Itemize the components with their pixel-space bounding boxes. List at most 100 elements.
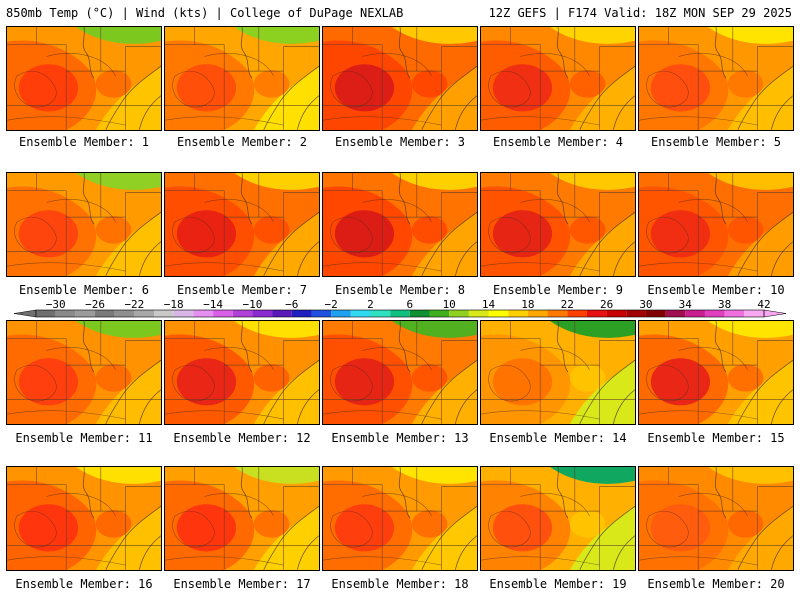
isotherm-line — [612, 535, 635, 570]
isotherm-line — [138, 241, 161, 276]
colorbar-bin — [36, 310, 56, 317]
field-hot-core — [492, 210, 553, 258]
contour-line — [646, 510, 689, 548]
colorbar-tick-label: 26 — [599, 298, 614, 311]
field-secondary-blob — [569, 70, 606, 98]
contour-line — [204, 199, 274, 223]
colorbar-bin — [370, 310, 391, 317]
field-hot-core — [492, 504, 553, 552]
ensemble-map-19 — [480, 466, 636, 571]
field-hot-core — [18, 504, 79, 552]
field-hot-core — [176, 210, 237, 258]
contour-line — [7, 410, 126, 420]
isotherm-line — [770, 535, 793, 570]
colorbar-bin — [213, 310, 233, 317]
field-secondary-blob — [411, 70, 448, 98]
contour-line — [330, 364, 373, 402]
state-border — [481, 190, 635, 218]
ensemble-map-3 — [322, 26, 478, 131]
ensemble-map-6 — [6, 172, 162, 277]
contour-line — [330, 70, 373, 108]
colorbar-bin — [626, 310, 646, 317]
field-cold-region — [550, 467, 635, 484]
contour-line — [678, 199, 748, 223]
field-hot-core — [492, 358, 553, 406]
colorbar-tick-label: 6 — [406, 298, 414, 311]
ensemble-map-13 — [322, 320, 478, 425]
colorbar-bin — [154, 310, 174, 317]
isotherm-line — [82, 467, 95, 519]
model-valid-time: 12Z GEFS | F174 Valid: 18Z MON SEP 29 20… — [488, 6, 792, 20]
state-border — [7, 484, 161, 512]
contour-line — [639, 410, 758, 420]
isotherm-line — [82, 27, 95, 79]
temperature-field-13 — [323, 321, 477, 424]
ensemble-map-4 — [480, 26, 636, 131]
colorbar-bin — [429, 310, 450, 317]
temperature-field-7 — [165, 173, 319, 276]
field-secondary-blob — [253, 216, 290, 244]
field-cool-region — [411, 66, 477, 130]
colorbar-bin — [449, 310, 469, 317]
ensemble-member-label: Ensemble Member: 4 — [492, 135, 624, 149]
field-cool-region — [95, 506, 161, 570]
contour-line — [323, 410, 442, 420]
temperature-field-3 — [323, 27, 477, 130]
colorbar-bin — [527, 310, 548, 317]
field-cool-region — [569, 66, 635, 130]
ensemble-map-16 — [6, 466, 162, 571]
contour-line — [488, 216, 531, 254]
colorbar-bin — [665, 310, 686, 317]
state-border — [7, 44, 161, 72]
colorbar-bin — [75, 310, 96, 317]
colorbar-tick-label: 30 — [639, 298, 653, 311]
contour-line — [165, 262, 284, 272]
field-cool-region — [253, 212, 319, 276]
colorbar-bin — [724, 310, 745, 317]
ensemble-map-5 — [638, 26, 794, 131]
isotherm-line — [612, 241, 635, 276]
colorbar-tick-label: 14 — [481, 298, 496, 311]
field-cool-region — [727, 360, 793, 424]
isotherm-line — [612, 389, 635, 424]
field-hot-core — [650, 210, 711, 258]
colorbar-bin — [95, 310, 115, 317]
isotherm-line — [714, 467, 727, 519]
colorbar-high-arrow — [763, 309, 786, 318]
temperature-field-18 — [323, 467, 477, 570]
field-cool-region — [727, 66, 793, 130]
isotherm-line — [240, 321, 253, 373]
field-cold-region — [76, 27, 161, 44]
isotherm-line — [138, 389, 161, 424]
field-secondary-blob — [253, 364, 290, 392]
colorbar-bin — [547, 310, 568, 317]
ensemble-member-label: Ensemble Member: 6 — [18, 283, 150, 297]
contour-line — [7, 556, 126, 566]
temperature-field-2 — [165, 27, 319, 130]
field-hot-core — [18, 210, 79, 258]
contour-line — [46, 53, 116, 77]
ensemble-map-12 — [164, 320, 320, 425]
colorbar-bin — [114, 310, 135, 317]
field-cold-region — [392, 321, 477, 338]
contour-line — [520, 493, 590, 517]
field-cold-region — [550, 27, 635, 44]
field-cold-region — [708, 173, 793, 190]
colorbar-bin — [350, 310, 371, 317]
isotherm-line — [454, 535, 477, 570]
field-secondary-blob — [569, 510, 606, 538]
colorbar-bin — [704, 310, 725, 317]
contour-line — [362, 199, 432, 223]
contour-line — [46, 347, 116, 371]
field-cool-region — [95, 66, 161, 130]
ensemble-member-label: Ensemble Member: 17 — [173, 577, 311, 591]
isotherm-line — [398, 27, 411, 79]
colorbar-bin — [311, 310, 332, 317]
ensemble-member-label: Ensemble Member: 10 — [647, 283, 785, 297]
temperature-field-5 — [639, 27, 793, 130]
field-cool-region — [411, 360, 477, 424]
state-border — [639, 338, 793, 366]
isotherm-line — [454, 241, 477, 276]
state-border — [323, 44, 477, 72]
contour-line — [14, 510, 57, 548]
